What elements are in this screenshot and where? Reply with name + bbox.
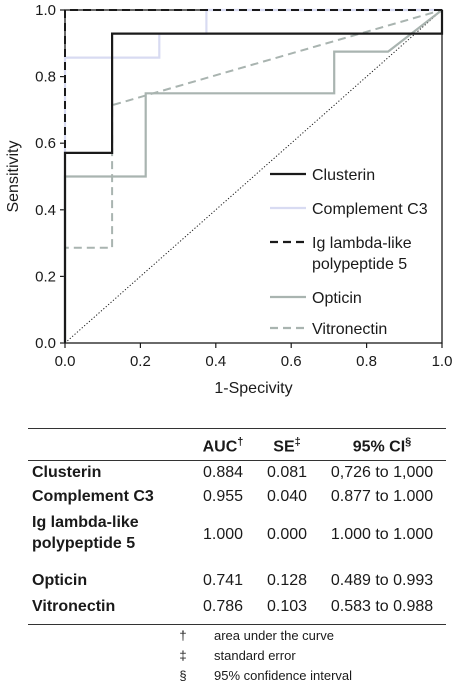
header-ci: 95% CI§ (318, 436, 446, 456)
row-name: Complement C3 (32, 486, 154, 507)
cell-auc: 0.741 (202, 572, 244, 589)
row-name-line: Complement C3 (32, 488, 154, 505)
header-se-label: SE (273, 438, 295, 456)
x-axis-label: 1-Specivity (214, 380, 292, 397)
header-auc-mark: † (237, 436, 244, 448)
cell-auc: 0.884 (202, 464, 244, 481)
x-tick-label: 0.0 (55, 353, 76, 370)
row-name-line: Vitronectin (32, 598, 116, 615)
cell-ci: 0.489 to 0.993 (330, 572, 434, 589)
cell-se: 0.081 (266, 464, 308, 481)
y-tick-label: 0.4 (35, 202, 56, 219)
legend-label: Opticin (312, 290, 362, 307)
header-se: SE‡ (256, 436, 318, 456)
legend-label: Vitronectin (312, 321, 387, 338)
footnote-symbol: ‡ (179, 648, 187, 663)
row-name-line: Ig lambda-like (32, 514, 139, 531)
y-tick-label: 0.8 (35, 69, 56, 86)
header-ci-label: 95% CI (352, 438, 406, 456)
table-row: Ig lambda-like polypeptide 5 1.000 0.000 … (28, 512, 446, 558)
cell-se: 0.128 (266, 572, 308, 589)
header-auc-label: AUC (202, 438, 238, 456)
table-bottom-rule (28, 624, 446, 625)
cell-ci: 0.583 to 0.988 (330, 598, 434, 615)
table-row: Clusterin 0.884 0.081 0,726 to 1,000 (28, 462, 446, 486)
y-tick-label: 1.0 (35, 2, 56, 19)
footnote-text: area under the curve (214, 628, 334, 643)
cell-ci: 0.877 to 1.000 (330, 488, 434, 505)
table-row: Vitronectin 0.786 0.103 0.583 to 0.988 (28, 596, 446, 620)
cell-auc: 0.786 (202, 598, 244, 615)
cell-ci: 1.000 to 1.000 (330, 526, 434, 543)
row-name: Ig lambda-like polypeptide 5 (32, 512, 139, 554)
table-top-rule (28, 428, 446, 429)
row-name-line: polypeptide 5 (32, 535, 136, 552)
y-tick-label: 0.6 (35, 135, 56, 152)
y-axis-label: Sensitivity (5, 140, 22, 212)
x-tick-label: 0.4 (205, 353, 226, 370)
table-header-rule (28, 460, 446, 461)
footnote-text: standard error (214, 648, 296, 663)
row-name-line: Clusterin (32, 464, 102, 481)
row-name-line: Opticin (32, 572, 88, 589)
header-se-mark: ‡ (294, 436, 301, 448)
cell-se: 0.040 (266, 488, 308, 505)
y-tick-label: 0.0 (35, 335, 56, 352)
x-tick-label: 0.2 (130, 353, 151, 370)
cell-se: 0.000 (266, 526, 308, 543)
series-line-ig-lambda-like-polypeptide-5 (64, 9, 442, 343)
cell-ci: 0,726 to 1,000 (330, 464, 434, 481)
cell-auc: 1.000 (202, 526, 244, 543)
header-auc: AUC† (188, 436, 258, 456)
series-line-opticin (63, 9, 443, 343)
x-tick-label: 0.8 (356, 353, 377, 370)
legend-label: Complement C3 (312, 201, 428, 218)
table-row: Complement C3 0.955 0.040 0.877 to 1.000 (28, 486, 446, 510)
roc-chart: 0.0 0.2 0.4 0.6 0.8 1.0 0.0 0.2 0.4 0.6 0.8 1.0 1-Sp… (5, 2, 453, 397)
footnote-symbol: † (179, 628, 187, 643)
cell-auc: 0.955 (202, 488, 244, 505)
reference-diagonal-line (64, 9, 443, 344)
y-tick-label: 0.2 (35, 268, 56, 285)
table-row: Opticin 0.741 0.128 0.489 to 0.993 (28, 570, 446, 594)
header-ci-mark: § (405, 436, 412, 448)
x-tick-label: 1.0 (432, 353, 453, 370)
footnote-text: 95% confidence interval (214, 668, 353, 683)
footnote-symbol: § (179, 668, 187, 683)
row-name: Clusterin (32, 462, 101, 483)
legend-label: Clusterin (312, 167, 375, 184)
row-name: Vitronectin (32, 596, 115, 617)
x-tick-label: 0.6 (281, 353, 302, 370)
cell-se: 0.103 (266, 598, 308, 615)
legend-label: Ig lambda-like polypeptide 5 (312, 235, 412, 273)
row-name: Opticin (32, 570, 87, 591)
